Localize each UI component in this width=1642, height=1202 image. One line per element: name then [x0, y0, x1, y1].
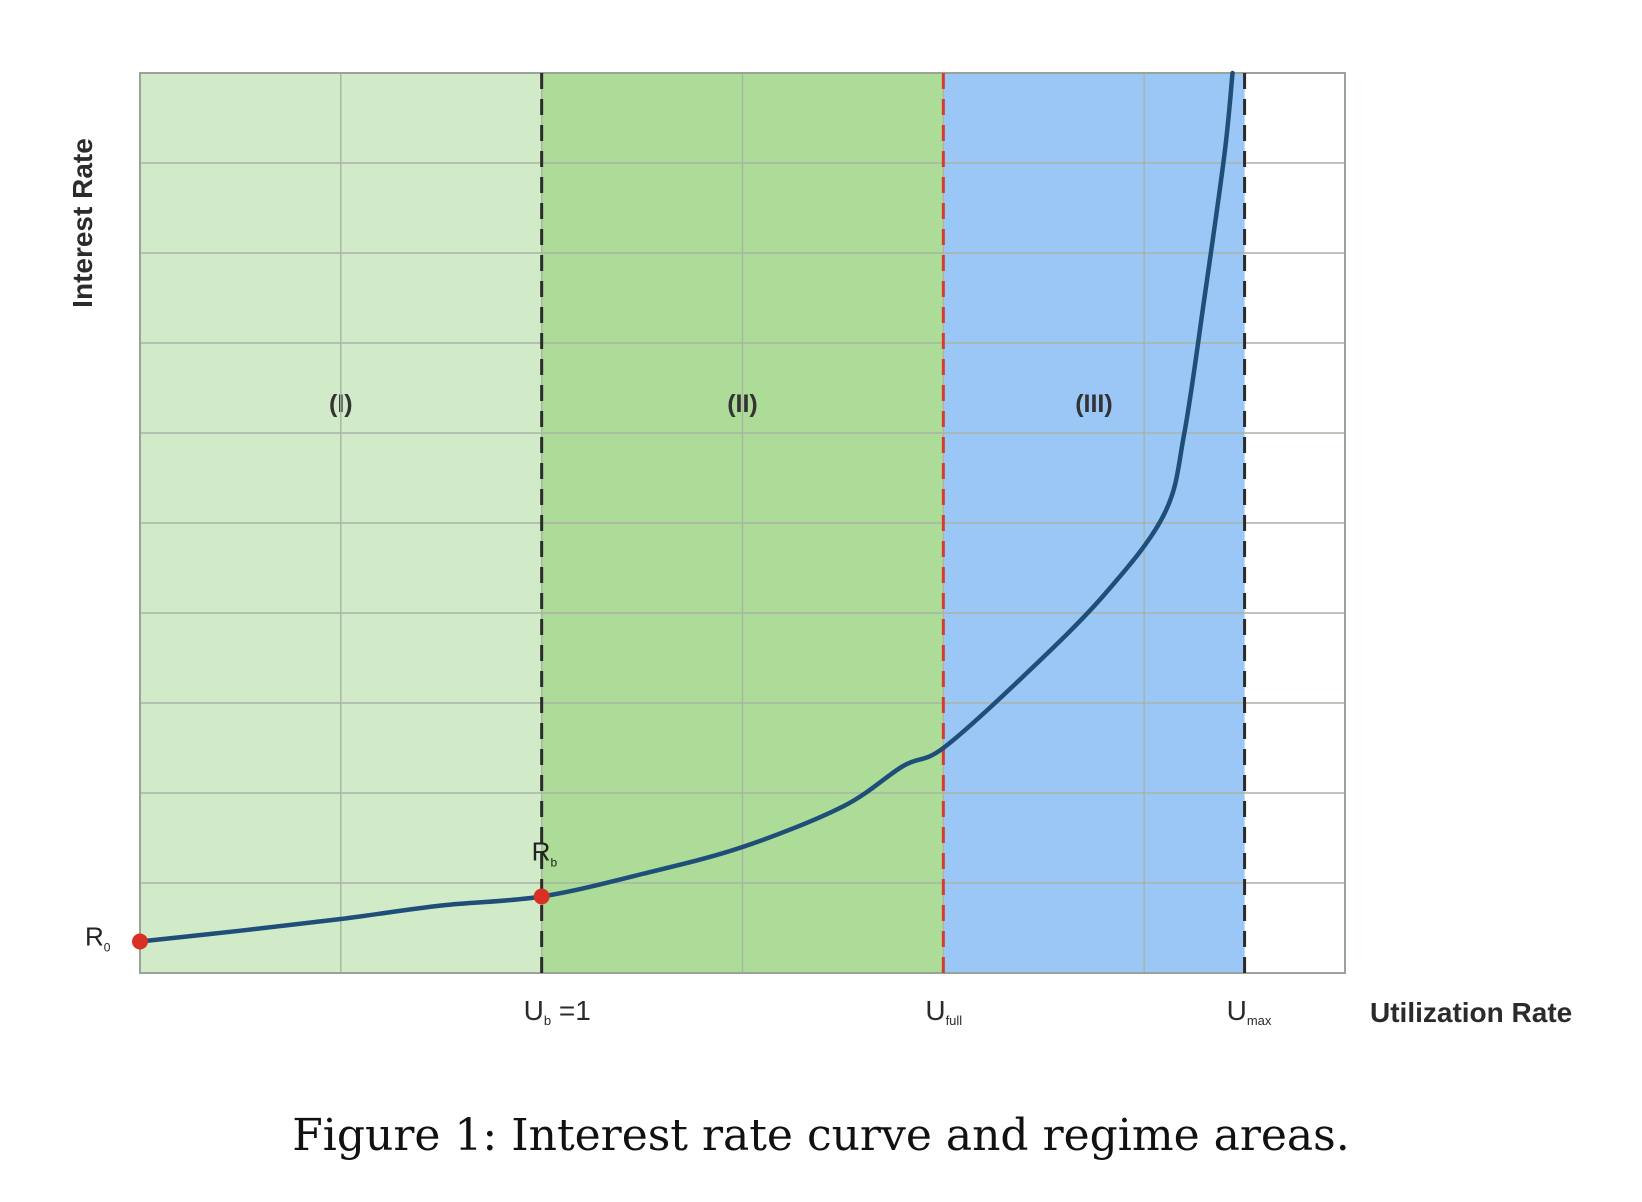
x-tick-max: Umax: [1227, 995, 1272, 1028]
point-rb: [533, 888, 550, 905]
x-axis-title: Utilization Rate: [1370, 997, 1572, 1028]
regime-boundaries: [540, 73, 1247, 973]
rate-curve-1: [137, 70, 1235, 944]
plot-frame: [139, 72, 1346, 974]
figure-caption: Figure 1: Interest rate curve and regime…: [292, 1110, 1350, 1161]
x-tick-labels: Ub =1 Ufull Umax: [524, 995, 1272, 1028]
region-label-3: (III): [1075, 390, 1113, 418]
point-r0: [132, 933, 148, 950]
curve-layer: [137, 70, 1235, 944]
grid-lines: [139, 72, 1346, 974]
x-tick-full: Ufull: [925, 995, 962, 1028]
x-tick-b: Ub =1: [524, 995, 591, 1028]
y-axis-title: Interest Rate: [67, 138, 98, 308]
highlighted-points: R0 Rb: [85, 837, 557, 955]
point-label-r0: R0: [85, 922, 111, 955]
point-label-rb: Rb: [532, 837, 558, 870]
